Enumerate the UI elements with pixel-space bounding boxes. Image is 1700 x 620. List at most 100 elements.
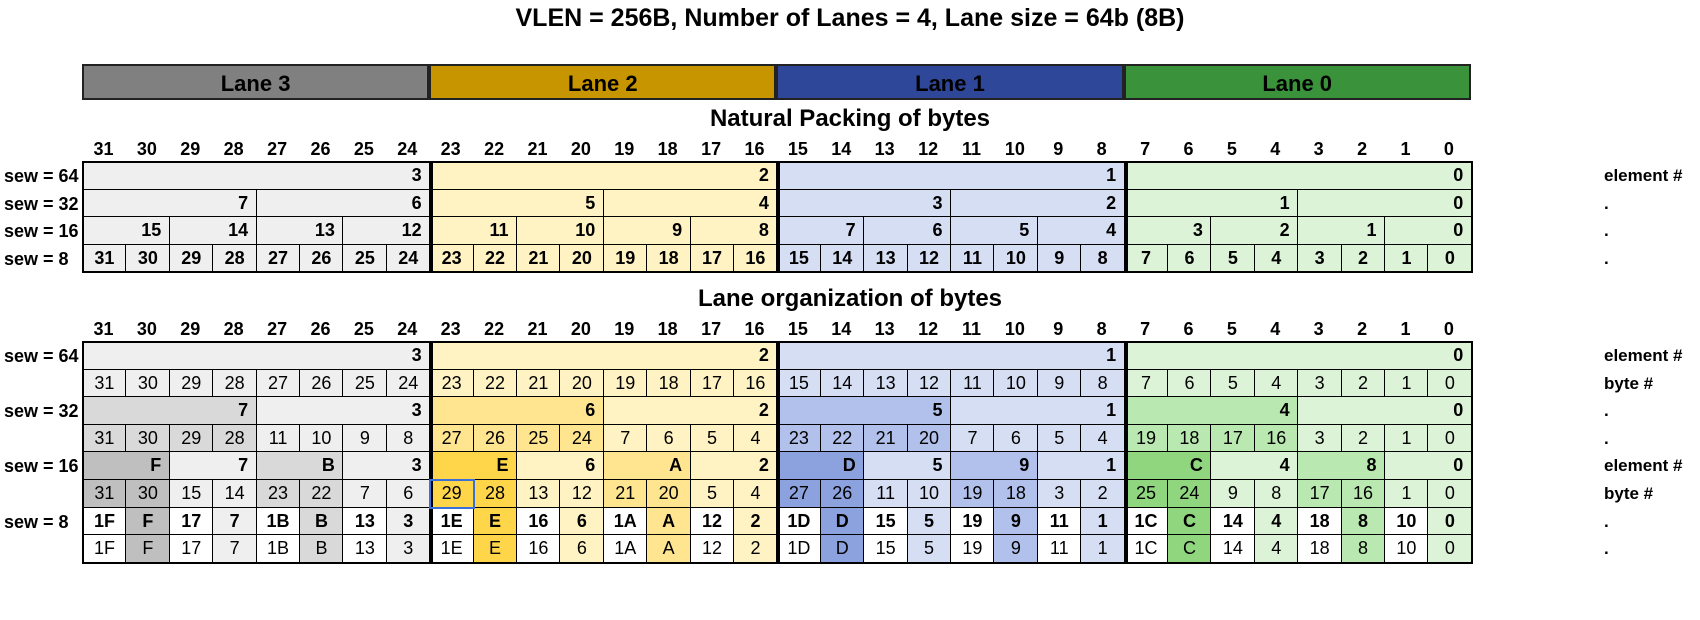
column-header: 16 [744, 139, 765, 159]
lane-3-header: Lane 3 [82, 64, 430, 100]
table-cell: 19 [950, 479, 995, 509]
table-cell: 7 [1123, 368, 1169, 398]
table-cell: 2 [429, 161, 778, 191]
table-cell: 3 [1123, 216, 1212, 246]
column-header: 31 [93, 319, 114, 339]
table-cell: 12 [906, 368, 952, 398]
table-cell: 0 [1427, 243, 1473, 273]
column-header: 17 [701, 319, 722, 339]
table-cell: 29 [429, 479, 475, 509]
column-header: 29 [180, 319, 201, 339]
table-cell: 0 [1297, 188, 1473, 218]
column-header: 25 [353, 319, 374, 339]
column-header: 22 [484, 319, 505, 339]
table-cell: 4 [733, 479, 778, 509]
table-cell: 11 [429, 216, 518, 246]
table-cell: 11 [1036, 534, 1082, 564]
table-cell: 2 [1340, 243, 1386, 273]
table-cell: 31 [82, 368, 127, 398]
table-cell: 1 [1384, 243, 1429, 273]
table-cell: 21 [516, 243, 561, 273]
table-cell: 3 [385, 506, 431, 536]
table-cell: 7 [212, 534, 258, 564]
table-cell: 5 [1210, 368, 1256, 398]
table-cell: 1F [82, 506, 127, 536]
table-cell: E [429, 451, 518, 481]
table-cell: 14 [819, 368, 865, 398]
column-header: 27 [267, 139, 288, 159]
table-cell: 17 [689, 243, 735, 273]
table-cell: 10 [993, 243, 1039, 273]
table-cell: 5 [776, 396, 952, 426]
table-cell: 1A [602, 506, 648, 536]
column-header: 23 [440, 139, 461, 159]
table-cell: 10 [1384, 534, 1429, 564]
table-cell: 1B [255, 534, 301, 564]
table-cell: 26 [472, 423, 518, 453]
table-cell: 27 [429, 423, 475, 453]
table-cell: 2 [689, 451, 778, 481]
table-cell: C [1167, 534, 1212, 564]
column-header: 15 [787, 319, 808, 339]
table-cell: 7 [212, 506, 258, 536]
table-cell: 9 [1210, 479, 1256, 509]
row-caption: . [1604, 401, 1609, 421]
column-header: 20 [570, 319, 591, 339]
column-header: 6 [1183, 139, 1194, 159]
column-header: 30 [136, 139, 157, 159]
table-cell: 15 [82, 216, 171, 246]
table-cell: B [299, 534, 344, 564]
table-cell: 5 [863, 451, 952, 481]
table-cell: 1 [1080, 506, 1126, 536]
table-cell: 7 [950, 423, 995, 453]
table-cell: 5 [906, 506, 952, 536]
row-label: sew = 64 [4, 346, 79, 366]
table-cell: 1 [1384, 368, 1429, 398]
table-cell: E [472, 534, 518, 564]
column-header: 8 [1096, 319, 1107, 339]
column-header: 30 [136, 319, 157, 339]
column-header: 26 [310, 139, 331, 159]
table-cell: 6 [559, 534, 605, 564]
table-cell: 16 [733, 243, 778, 273]
table-cell: 13 [516, 479, 561, 509]
column-header: 12 [918, 139, 939, 159]
table-cell: 31 [82, 423, 127, 453]
table-cell: 18 [646, 368, 692, 398]
table-cell: 22 [472, 368, 518, 398]
table-cell: C [1167, 506, 1212, 536]
table-cell: 26 [299, 243, 344, 273]
table-cell: 11 [863, 479, 909, 509]
table-cell: B [255, 451, 344, 481]
table-cell: 8 [1253, 479, 1299, 509]
table-cell: 20 [906, 423, 952, 453]
table-cell: F [82, 451, 171, 481]
column-header: 14 [831, 139, 852, 159]
column-header: 5 [1226, 139, 1237, 159]
table-cell: 2 [1340, 368, 1386, 398]
table-cell: 10 [993, 368, 1039, 398]
table-cell: 18 [1297, 534, 1343, 564]
table-cell: 30 [125, 479, 171, 509]
table-cell: 4 [733, 423, 778, 453]
table-cell: 15 [776, 368, 822, 398]
column-header: 13 [874, 319, 895, 339]
table-cell: 9 [602, 216, 692, 246]
table-cell: 1 [1297, 216, 1386, 246]
table-cell: 0 [1384, 216, 1473, 246]
table-cell: 14 [168, 216, 258, 246]
lane-2-header: Lane 2 [429, 64, 777, 100]
table-cell: 0 [1384, 451, 1473, 481]
table-cell: 7 [342, 479, 388, 509]
table-cell: D [819, 506, 865, 536]
table-cell: 6 [429, 396, 605, 426]
table-cell: 22 [472, 243, 518, 273]
table-cell: 17 [689, 368, 735, 398]
table-cell: 6 [385, 479, 431, 509]
table-cell: 19 [1123, 423, 1169, 453]
table-cell: 31 [82, 479, 127, 509]
table-cell: 5 [689, 479, 735, 509]
table-cell: 9 [950, 451, 1039, 481]
table-cell: 1E [429, 506, 475, 536]
table-cell: 29 [168, 368, 214, 398]
